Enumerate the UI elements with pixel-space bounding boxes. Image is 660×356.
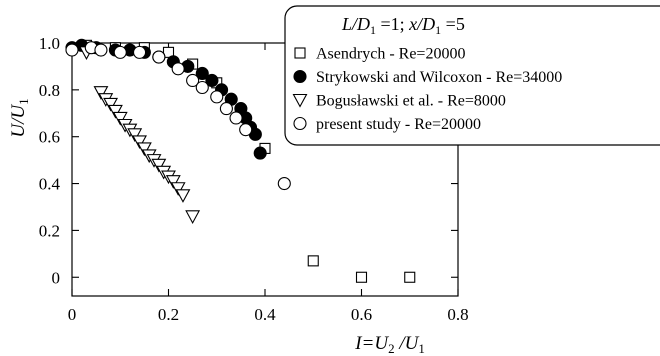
y-axis-label: U/U1 [8,98,31,137]
y-tick-label: 1.0 [39,34,60,53]
legend-entry: Bogusławski et al. - Re=8000 [316,93,506,110]
data-point [355,271,368,283]
data-point [175,189,191,203]
x-tick-label: 0.4 [254,305,276,324]
data-point [307,255,319,267]
legend-marker [293,69,307,84]
series-2 [79,46,201,225]
data-point [171,62,185,76]
legend-items: Asendrych - Re=20000 Strykowski and Wilco… [292,46,562,133]
data-point [239,123,253,137]
y-tick-label: 0.8 [39,81,60,100]
legend: L/D1 =1; x/D1 =5 Asendrych - Re=20000 Str… [284,5,660,146]
data-marks [65,38,416,283]
y-tick-label: 0.2 [39,221,60,240]
data-point [195,80,209,95]
series-3 [65,41,291,191]
y-tick-label: 0.6 [39,128,60,147]
y-tick-label: 0.4 [39,175,61,194]
x-tick-label: 0.8 [447,305,468,324]
data-point [152,50,166,64]
data-point [127,128,143,143]
data-point [94,43,108,57]
data-point [93,86,109,100]
x-tick-label: 0.6 [351,305,372,324]
legend-marker [294,47,306,59]
x-tick-label: 0 [68,305,77,324]
data-point [103,97,119,112]
data-point [65,43,79,57]
data-point [170,182,186,196]
data-point [165,175,181,189]
data-point [253,146,267,160]
data-point [132,135,147,150]
legend-marker [292,93,308,108]
data-point [108,104,123,119]
data-point [219,102,233,116]
tick-labels: 0 0.2 0.4 0.6 0.8 0 0.2 0.4 0.6 0.8 1.0 [39,34,469,324]
data-point [205,73,219,88]
legend-entry: Asendrych - Re=20000 [316,46,465,63]
y-tick-label: 0 [52,268,61,287]
data-point [195,66,209,81]
legend-marker [293,116,307,131]
data-point [133,45,147,59]
data-point [404,271,416,283]
data-point [229,111,243,125]
legend-title: L/D1 =1; x/D1 =5 [341,14,465,37]
x-tick-label: 0.2 [158,305,179,324]
x-axis-label: I=U2 /U1 [354,333,425,356]
data-point [113,45,127,59]
data-point [151,158,167,173]
data-point [210,90,224,104]
legend-entry: Strykowski and Wilcoxon - Re=34000 [316,69,562,86]
data-point [186,73,200,88]
data-point [185,210,201,225]
data-point [277,177,291,191]
legend-entry: present study - Re=20000 [316,116,481,133]
data-point [136,142,152,157]
legend-box [284,5,660,146]
data-point [112,111,128,126]
